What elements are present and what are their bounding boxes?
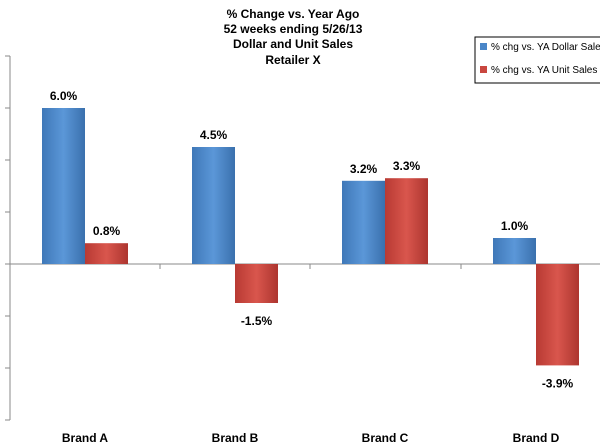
data-label-dollar-sales-brand-a: 6.0%	[50, 89, 78, 103]
bar-unit-sales-brand-d	[536, 264, 579, 366]
chart-title-line-4: Retailer X	[265, 53, 320, 67]
category-label-brand-c: Brand C	[362, 431, 409, 445]
bar-unit-sales-brand-a	[85, 243, 128, 264]
bar-unit-sales-brand-b	[235, 264, 278, 303]
bar-dollar-sales-brand-d	[493, 238, 536, 264]
chart-title: % Change vs. Year Ago 52 weeks ending 5/…	[224, 7, 363, 67]
data-label-unit-sales-brand-c: 3.3%	[393, 159, 421, 173]
category-label-brand-a: Brand A	[62, 431, 109, 445]
legend-label-dollar-sales: % chg vs. YA Dollar Sales	[491, 42, 600, 53]
chart-bars	[42, 108, 579, 366]
data-label-unit-sales-brand-a: 0.8%	[93, 224, 121, 238]
category-label-brand-b: Brand B	[212, 431, 259, 445]
legend-swatch-unit-sales	[480, 66, 487, 73]
bar-unit-sales-brand-c	[385, 178, 428, 264]
chart-title-line-2: 52 weeks ending 5/26/13	[224, 22, 363, 36]
legend-swatch-dollar-sales	[480, 43, 487, 50]
chart-title-line-3: Dollar and Unit Sales	[233, 37, 353, 51]
chart-data-labels: 6.0% 4.5% 3.2% 1.0% 0.8% -1.5% 3.3% -3.9%	[50, 89, 574, 390]
data-label-dollar-sales-brand-d: 1.0%	[501, 219, 529, 233]
chart-category-labels: Brand A Brand B Brand C Brand D	[62, 431, 560, 445]
bar-dollar-sales-brand-a	[42, 108, 85, 264]
category-label-brand-d: Brand D	[513, 431, 560, 445]
chart-title-line-1: % Change vs. Year Ago	[227, 7, 360, 21]
bar-dollar-sales-brand-c	[342, 180, 385, 264]
legend-box	[474, 36, 600, 84]
data-label-unit-sales-brand-b: -1.5%	[241, 314, 273, 328]
chart-legend: % chg vs. YA Dollar Sales % chg vs. YA U…	[474, 36, 600, 84]
bar-dollar-sales-brand-b	[192, 147, 235, 264]
legend-label-unit-sales: % chg vs. YA Unit Sales	[491, 65, 597, 76]
data-label-dollar-sales-brand-b: 4.5%	[200, 128, 228, 142]
data-label-unit-sales-brand-d: -3.9%	[542, 376, 574, 390]
data-label-dollar-sales-brand-c: 3.2%	[350, 162, 378, 176]
